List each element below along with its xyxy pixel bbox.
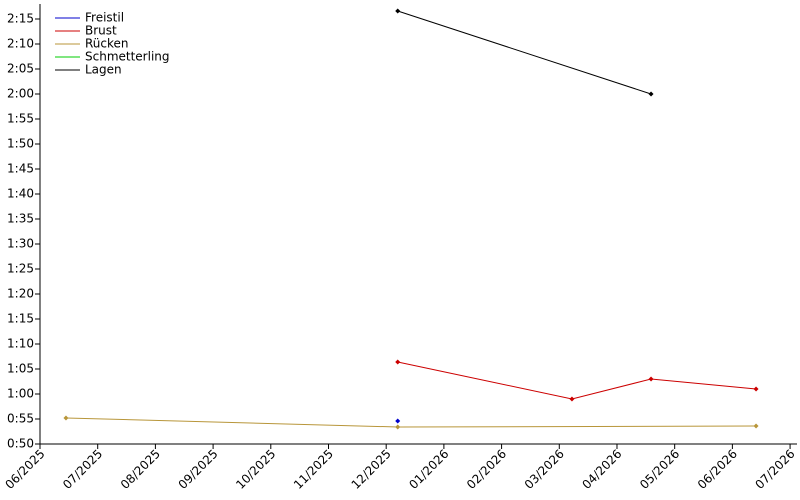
x-tick-label: 06/2026 bbox=[695, 447, 740, 492]
y-tick-label: 1:05 bbox=[7, 362, 34, 376]
y-tick-label: 0:50 bbox=[7, 437, 34, 451]
x-tick-label: 08/2025 bbox=[118, 447, 163, 492]
y-tick-label: 1:00 bbox=[7, 387, 34, 401]
y-tick-label: 1:25 bbox=[7, 262, 34, 276]
legend-label: Freistil bbox=[85, 11, 124, 25]
x-tick-label: 11/2025 bbox=[291, 447, 336, 492]
data-point bbox=[753, 386, 759, 392]
y-tick-label: 1:15 bbox=[7, 312, 34, 326]
legend-label: Lagen bbox=[85, 63, 122, 77]
y-tick-label: 1:20 bbox=[7, 287, 34, 301]
legend-label: Schmetterling bbox=[85, 50, 170, 64]
x-tick-label: 06/2025 bbox=[2, 447, 47, 492]
x-tick-label: 07/2026 bbox=[753, 447, 798, 492]
data-point bbox=[753, 423, 759, 429]
x-tick-label: 12/2025 bbox=[349, 447, 394, 492]
y-tick-label: 1:30 bbox=[7, 237, 34, 251]
x-tick-label: 10/2025 bbox=[233, 447, 278, 492]
data-point bbox=[395, 424, 401, 430]
x-tick-label: 09/2025 bbox=[176, 447, 221, 492]
data-point bbox=[648, 91, 654, 97]
y-tick-label: 1:50 bbox=[7, 137, 34, 151]
y-tick-label: 1:10 bbox=[7, 337, 34, 351]
series-line bbox=[397, 361, 757, 400]
y-tick-label: 2:05 bbox=[7, 62, 34, 76]
x-tick-label: 07/2025 bbox=[60, 447, 105, 492]
data-point bbox=[569, 396, 575, 402]
data-point bbox=[395, 359, 401, 365]
x-tick-label: 02/2026 bbox=[464, 447, 509, 492]
data-point bbox=[63, 415, 69, 421]
x-tick-label: 01/2026 bbox=[406, 447, 451, 492]
y-tick-label: 2:00 bbox=[7, 87, 34, 101]
x-tick-label: 03/2026 bbox=[522, 447, 567, 492]
y-tick-label: 1:45 bbox=[7, 162, 34, 176]
legend-label: Brust bbox=[85, 24, 117, 38]
y-tick-label: 1:35 bbox=[7, 212, 34, 226]
y-tick-label: 1:40 bbox=[7, 187, 34, 201]
series-line bbox=[65, 417, 757, 428]
y-tick-label: 1:55 bbox=[7, 112, 34, 126]
x-tick-label: 04/2026 bbox=[579, 447, 624, 492]
y-tick-label: 2:15 bbox=[7, 12, 34, 26]
y-tick-label: 0:55 bbox=[7, 412, 34, 426]
data-point bbox=[648, 376, 654, 382]
data-point bbox=[395, 8, 401, 14]
x-tick-label: 05/2026 bbox=[637, 447, 682, 492]
y-tick-label: 2:10 bbox=[7, 37, 34, 51]
series-line bbox=[397, 10, 652, 95]
data-point bbox=[395, 418, 401, 424]
legend-label: Rücken bbox=[85, 37, 129, 51]
